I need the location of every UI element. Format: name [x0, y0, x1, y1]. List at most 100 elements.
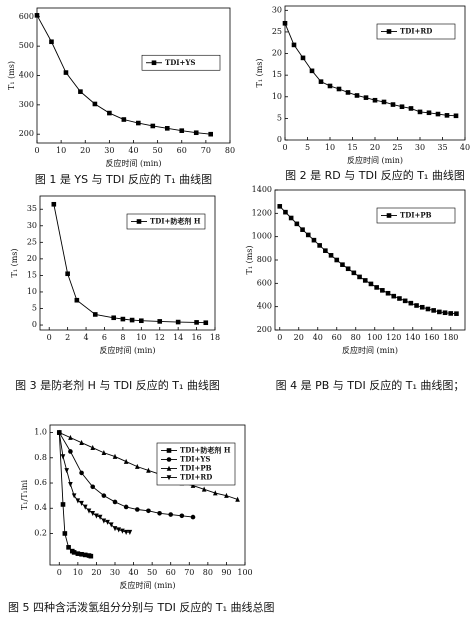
point — [194, 320, 199, 325]
point — [328, 253, 334, 258]
point — [139, 318, 144, 324]
point — [75, 551, 81, 556]
legend-label: TDI+防老剂 H — [180, 446, 231, 455]
point — [166, 465, 172, 471]
series-line — [53, 204, 206, 324]
y-tick-label: 0.4 — [34, 503, 47, 512]
y-tick-label: 0 — [32, 320, 37, 329]
point — [134, 507, 140, 512]
point — [112, 453, 118, 459]
point — [212, 490, 218, 496]
point — [150, 123, 156, 129]
point — [345, 90, 351, 95]
point — [88, 553, 94, 559]
point — [123, 529, 129, 536]
y-axis-label: T₁ (ms) — [245, 245, 254, 274]
x-tick-label: 100 — [237, 568, 252, 577]
point — [357, 274, 362, 280]
point — [444, 113, 450, 118]
y-tick-label: 15 — [27, 270, 37, 279]
x-axis-label: 反应时间 (min) — [119, 580, 175, 590]
point — [60, 454, 66, 460]
y-tick-label: 1000 — [252, 232, 272, 241]
point — [111, 315, 116, 321]
point — [190, 514, 196, 520]
point — [97, 514, 103, 520]
x-axis-label: 反应时间 (min) — [347, 155, 403, 165]
point — [82, 504, 88, 510]
x-tick-label: 12 — [155, 333, 165, 342]
point — [175, 319, 181, 325]
point — [120, 528, 125, 534]
point — [56, 430, 62, 436]
point — [86, 508, 92, 514]
point — [327, 83, 333, 89]
point — [318, 79, 324, 84]
point — [235, 496, 240, 502]
point — [108, 522, 114, 528]
x-tick-label: 50 — [147, 568, 157, 577]
point — [208, 131, 213, 137]
point — [71, 550, 77, 555]
x-tick-label: 60 — [166, 568, 176, 577]
point — [201, 486, 207, 492]
point — [309, 68, 315, 74]
point — [425, 306, 431, 312]
point — [426, 110, 432, 116]
point — [300, 227, 305, 232]
point — [68, 481, 73, 488]
point — [336, 86, 342, 92]
point — [74, 297, 80, 303]
y-tick-label: 1.0 — [34, 428, 47, 437]
x-tick-label: 35 — [437, 143, 447, 152]
x-tick-label: 30 — [415, 143, 425, 152]
legend-box — [126, 213, 206, 230]
point — [354, 93, 360, 98]
caption: 图 1 是 YS 与 TDI 反应的 T₁ 曲线图 — [35, 172, 212, 186]
y-tick-label: 20 — [272, 49, 282, 58]
point — [340, 262, 345, 267]
x-tick-label: 40 — [128, 568, 138, 577]
point — [363, 95, 369, 100]
legend-box — [376, 23, 456, 40]
x-tick-label: 50 — [153, 146, 163, 155]
point — [277, 204, 283, 209]
x-axis-label: 反应时间 (min) — [99, 345, 155, 355]
point — [65, 271, 70, 277]
point — [390, 102, 396, 107]
point — [305, 232, 311, 238]
y-tick-label: 0.8 — [34, 453, 47, 462]
caption: 图 3 是防老剂 H 与 TDI 反应的 T₁ 曲线图 — [15, 378, 220, 392]
point — [283, 209, 288, 215]
legend-box — [141, 54, 221, 71]
point — [374, 285, 379, 290]
point — [386, 213, 392, 218]
point — [34, 13, 40, 18]
point — [408, 106, 414, 111]
x-tick-label: 10 — [56, 146, 66, 155]
x-tick-label: 100 — [367, 333, 382, 342]
x-tick-label: 10 — [73, 568, 83, 577]
point — [294, 221, 300, 227]
y-tick-label: 0 — [277, 135, 282, 144]
point — [362, 278, 368, 283]
point — [414, 303, 419, 308]
y-tick-label: 5 — [277, 113, 282, 122]
point — [107, 110, 112, 116]
point — [79, 500, 84, 506]
y-tick-label: 20 — [27, 254, 37, 263]
series-line — [36, 15, 211, 135]
point — [372, 97, 378, 103]
y-tick-label: 400 — [19, 71, 34, 80]
x-tick-label: 25 — [392, 143, 402, 152]
y-tick-label: 5 — [32, 303, 37, 312]
x-tick-label: 120 — [386, 333, 401, 342]
x-tick-label: 40 — [460, 143, 470, 152]
point — [146, 508, 151, 514]
point — [386, 29, 392, 34]
x-tick-label: 80 — [203, 568, 213, 577]
point — [419, 304, 425, 310]
point — [431, 308, 436, 313]
y-tick-label: 35 — [27, 204, 37, 213]
point — [168, 512, 174, 517]
